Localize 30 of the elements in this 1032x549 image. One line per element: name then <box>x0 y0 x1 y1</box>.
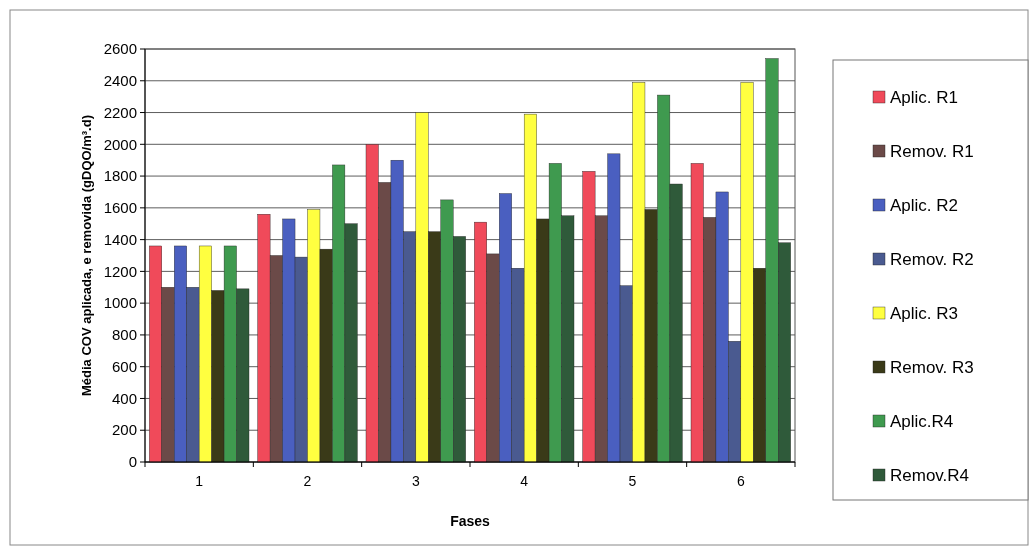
y-tick-label: 1200 <box>103 262 137 280</box>
x-tick-label: 6 <box>736 473 745 489</box>
legend-label: Aplic. R3 <box>890 303 959 323</box>
y-axis-title: Média COV aplicada, e removida (gDQO/m³.d) <box>79 114 94 397</box>
x-tick-label: 5 <box>628 473 637 489</box>
y-tick-label: 1800 <box>103 167 137 185</box>
y-tick-label: 400 <box>111 389 137 407</box>
y-tick-label: 800 <box>111 326 137 344</box>
legend-label: Aplic.R4 <box>890 411 954 431</box>
x-tick-label: 4 <box>520 473 529 489</box>
y-tick-label: 2200 <box>103 103 137 121</box>
x-tick-label: 3 <box>411 473 420 489</box>
legend-label: Remov.R4 <box>890 465 970 485</box>
y-tick-label: 1600 <box>103 199 137 217</box>
legend-label: Remov. R1 <box>890 141 974 161</box>
y-tick-label: 2000 <box>103 135 137 153</box>
y-tick-label: 2600 <box>103 40 137 58</box>
y-tick-label: 1400 <box>103 230 137 248</box>
y-tick-label: 600 <box>111 357 137 375</box>
y-tick-label: 1000 <box>103 294 137 312</box>
legend-label: Aplic. R1 <box>890 87 959 107</box>
legend-label: Remov. R2 <box>890 249 974 269</box>
legend-label: Aplic. R2 <box>890 195 959 215</box>
y-tick-label: 2400 <box>103 72 137 90</box>
x-tick-label: 1 <box>195 473 204 489</box>
y-tick-label: 200 <box>111 421 137 439</box>
x-axis-title: Fases <box>450 513 491 529</box>
legend-label: Remov. R3 <box>890 357 974 377</box>
y-tick-label: 0 <box>128 453 137 471</box>
x-tick-label: 2 <box>303 473 312 489</box>
